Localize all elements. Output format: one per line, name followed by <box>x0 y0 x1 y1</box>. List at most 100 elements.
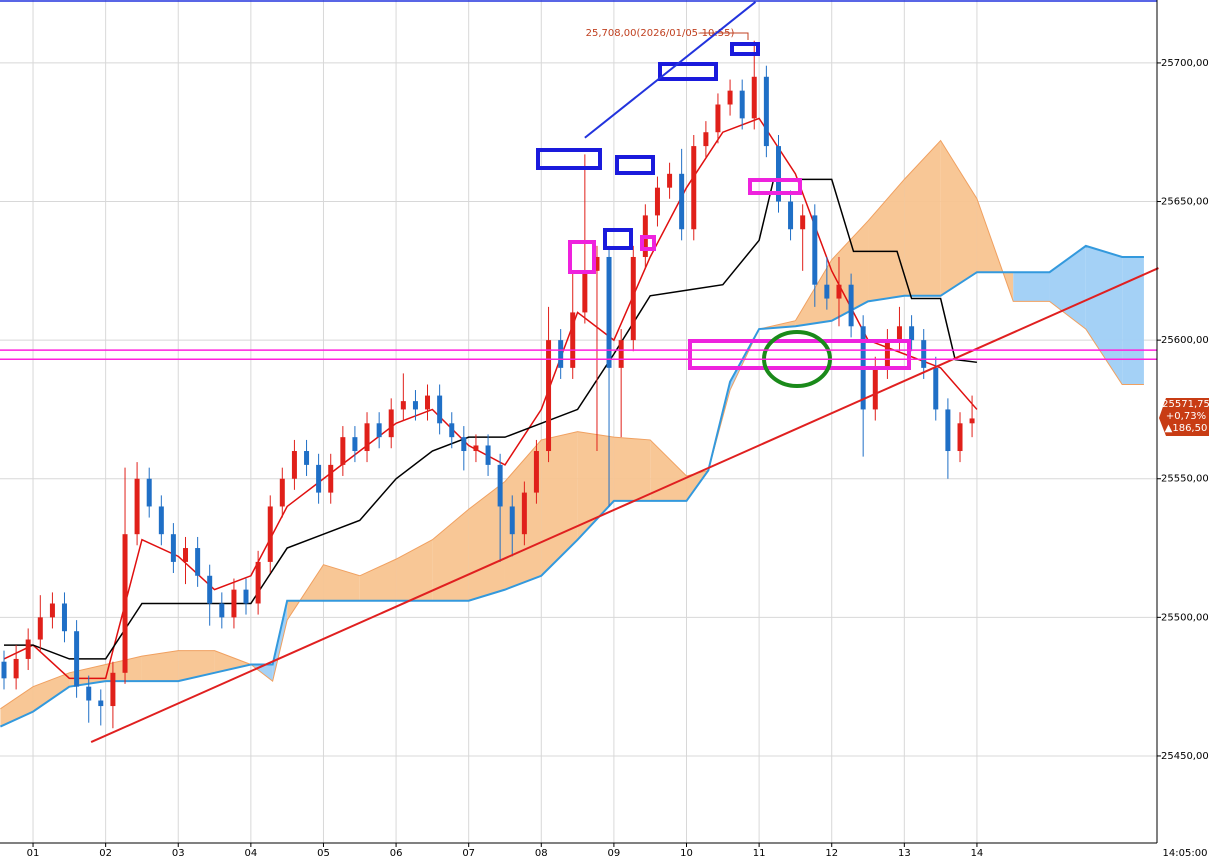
box-magenta <box>640 235 656 251</box>
candle-body <box>546 340 552 452</box>
change: +0,73% <box>1166 411 1206 422</box>
candle-body <box>49 603 55 618</box>
cloud-segment <box>33 672 70 712</box>
candle-body <box>739 90 745 119</box>
y-tick-label: 25450,00 <box>1161 751 1209 762</box>
candle-body <box>13 658 19 679</box>
candle-body <box>654 187 660 216</box>
y-tick-label: 25700,00 <box>1161 58 1209 69</box>
x-tick-label: 03 <box>172 848 185 858</box>
trendline <box>90 267 1159 744</box>
box-blue <box>730 42 760 56</box>
candle-body <box>98 700 104 707</box>
candle-body <box>304 451 310 465</box>
candle-body <box>195 548 201 576</box>
box-magenta <box>568 240 596 274</box>
candle-body <box>667 173 673 188</box>
candle-body <box>509 506 515 535</box>
candle-body <box>1 661 7 679</box>
candle-body <box>158 506 164 535</box>
x-tick-label: 05 <box>317 848 330 858</box>
y-tick-label: 25500,00 <box>1161 612 1209 623</box>
candle-body <box>691 146 697 230</box>
candle-body <box>872 367 878 410</box>
cloud-segment <box>904 140 941 296</box>
peak-annotation: 25,708,00(2026/01/05-10:55) <box>586 28 735 39</box>
cloud-edge-b <box>0 244 1144 728</box>
indicator-line <box>3 178 978 660</box>
box-blue <box>536 148 602 170</box>
cloud-segment <box>359 559 397 601</box>
candle-body <box>449 423 455 438</box>
x-tick-label: 13 <box>898 848 911 858</box>
y-tick-label: 25550,00 <box>1161 474 1209 485</box>
candle-body <box>533 451 539 493</box>
candle-body <box>183 548 189 562</box>
cloud-segment <box>323 564 360 601</box>
cloud-segment <box>577 431 614 540</box>
y-tick-label: 25650,00 <box>1161 197 1209 208</box>
box-magenta <box>748 178 802 195</box>
candle-body <box>824 284 830 299</box>
candle-body <box>146 478 152 507</box>
candle-body <box>207 575 213 604</box>
cloud-segment <box>795 259 832 327</box>
candle-body <box>836 284 842 299</box>
candle-body <box>25 639 31 659</box>
candle-body <box>497 464 503 507</box>
x-tick-label: 11 <box>753 848 766 858</box>
candle-body <box>630 256 636 341</box>
x-tick-label: 09 <box>608 848 621 858</box>
candle-body <box>364 423 370 452</box>
candle-body <box>74 631 80 687</box>
candle-body <box>388 409 394 438</box>
candle-body <box>485 445 491 465</box>
candle-body <box>703 132 709 147</box>
candle-body <box>170 534 176 562</box>
x-tick-label: 01 <box>27 848 40 858</box>
candle-body <box>316 464 322 493</box>
x-tick-label: 02 <box>99 848 112 858</box>
candle-body <box>751 76 757 119</box>
cloud-segment <box>214 650 251 673</box>
cloud-segment <box>940 140 977 296</box>
price-box: 25571,75 +0,73% ▲186,50 <box>1159 398 1209 436</box>
box-magenta <box>688 339 911 370</box>
candle-body <box>594 256 600 271</box>
x-tick-label: 06 <box>390 848 403 858</box>
candle-body <box>291 451 297 479</box>
candle-body <box>231 589 237 618</box>
candle-body <box>618 340 624 368</box>
candle-body <box>921 340 927 368</box>
candle-body <box>775 146 781 202</box>
candle-body <box>134 478 140 535</box>
trendline <box>584 1 757 139</box>
candle-body <box>727 90 733 105</box>
price-box-bg <box>1159 398 1209 436</box>
candle-body <box>679 173 685 230</box>
candle-body <box>570 312 576 368</box>
candle-body <box>243 589 249 604</box>
candle-body <box>219 603 225 618</box>
candle-body <box>896 326 902 341</box>
axes: 01 02 03 04 05 06 07 08 09 10 11 12 13 14 25450,00 2550… <box>27 58 1209 858</box>
x-tick-label: 12 <box>825 848 838 858</box>
candle-body <box>582 270 588 313</box>
candle-body <box>606 256 612 368</box>
x-tick-label: 04 <box>244 848 257 858</box>
box-blue <box>603 228 633 250</box>
cloud-segment <box>0 686 34 727</box>
candle-body <box>909 326 915 341</box>
cloud-segment <box>868 179 905 302</box>
y-tick-label: 25600,00 <box>1161 335 1209 346</box>
candle-body <box>957 423 963 452</box>
candle-body <box>122 534 128 673</box>
time-label: 14:05:00 <box>1163 848 1208 858</box>
candle-body <box>37 617 43 640</box>
candle-body <box>400 401 406 410</box>
candle-body <box>267 506 273 562</box>
overlay: 25,708,00(2026/01/05-10:55) <box>0 0 1159 744</box>
candle-body <box>763 76 769 147</box>
cloud-segment <box>1122 256 1144 385</box>
